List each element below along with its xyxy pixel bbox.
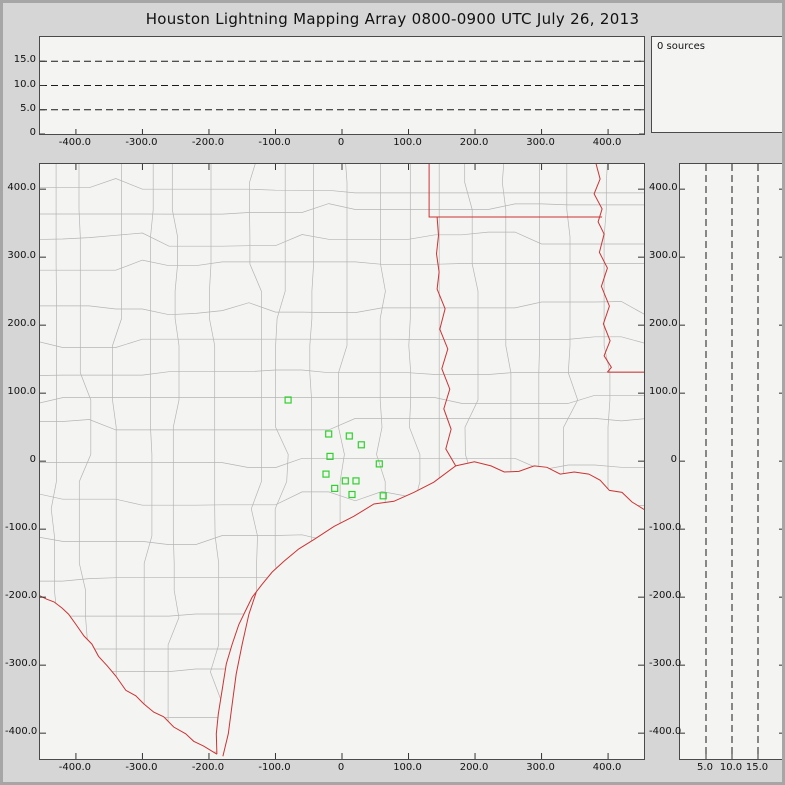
altitude-ns-panel xyxy=(679,163,782,760)
map-canvas xyxy=(40,164,644,759)
tick-label: -400.0 xyxy=(58,137,92,148)
tick-label: 5.0 xyxy=(697,762,713,773)
source-count-label: 0 sources xyxy=(657,41,705,52)
tick-label: 200.0 xyxy=(459,137,489,148)
tick-label: 200.0 xyxy=(7,318,36,330)
tick-label: 300.0 xyxy=(526,137,555,148)
lma-station-markers xyxy=(284,396,387,500)
tick-label: 100.0 xyxy=(393,762,422,773)
tick-label: -400.0 xyxy=(5,726,38,738)
tick-label: -100.0 xyxy=(5,522,38,534)
tick-label: -200.0 xyxy=(191,137,225,148)
tick-label: 400.0 xyxy=(592,762,622,773)
tick-label: 100.0 xyxy=(7,386,36,398)
tick-label: 15.0 xyxy=(13,54,36,66)
tick-label: -300.0 xyxy=(5,658,38,670)
tick-label: 400.0 xyxy=(7,182,36,194)
tick-label: 5.0 xyxy=(20,102,36,114)
state-borders-coastline xyxy=(40,164,644,757)
tick-label: 400.0 xyxy=(592,137,622,148)
tick-label: -100.0 xyxy=(649,522,682,534)
tick-label: 0 xyxy=(670,454,677,466)
altitude-ew-panel xyxy=(39,36,645,135)
tick-label: -400.0 xyxy=(649,726,682,738)
plan-view-map-panel xyxy=(39,163,645,760)
tick-label: -200.0 xyxy=(5,590,38,602)
source-count-panel: 0 sources xyxy=(651,36,782,133)
tick-label: 0 xyxy=(29,127,36,138)
tick-label: -100.0 xyxy=(258,762,291,773)
page-title: Houston Lightning Mapping Array 0800-090… xyxy=(145,10,640,28)
altitude-ns-canvas xyxy=(680,164,782,759)
tick-label: -300.0 xyxy=(125,762,158,773)
tick-label: -300.0 xyxy=(125,137,158,148)
tick-label: 300.0 xyxy=(526,762,555,773)
map-tick-marks xyxy=(40,164,644,759)
tick-label: 200.0 xyxy=(459,762,489,773)
tick-label: 10.0 xyxy=(13,78,36,90)
tick-label: -300.0 xyxy=(649,658,682,670)
tick-label: -400.0 xyxy=(58,762,92,773)
tick-label: -100.0 xyxy=(258,137,291,148)
tick-label: 0 xyxy=(337,762,345,773)
tick-label: 0 xyxy=(29,454,36,466)
tick-label: 300.0 xyxy=(7,250,36,262)
tick-label: -200.0 xyxy=(191,762,225,773)
county-boundaries xyxy=(40,164,644,755)
tick-label: -200.0 xyxy=(649,590,682,602)
tick-label: 10.0 xyxy=(719,762,743,773)
tick-label: 100.0 xyxy=(649,386,678,398)
tick-label: 100.0 xyxy=(393,137,422,148)
altitude-ew-canvas xyxy=(40,60,644,134)
tick-label: 0 xyxy=(337,137,345,148)
tick-label: 200.0 xyxy=(649,318,678,330)
tick-label: 300.0 xyxy=(649,250,678,262)
tick-label: 15.0 xyxy=(745,762,769,773)
tick-label: 400.0 xyxy=(649,182,678,194)
